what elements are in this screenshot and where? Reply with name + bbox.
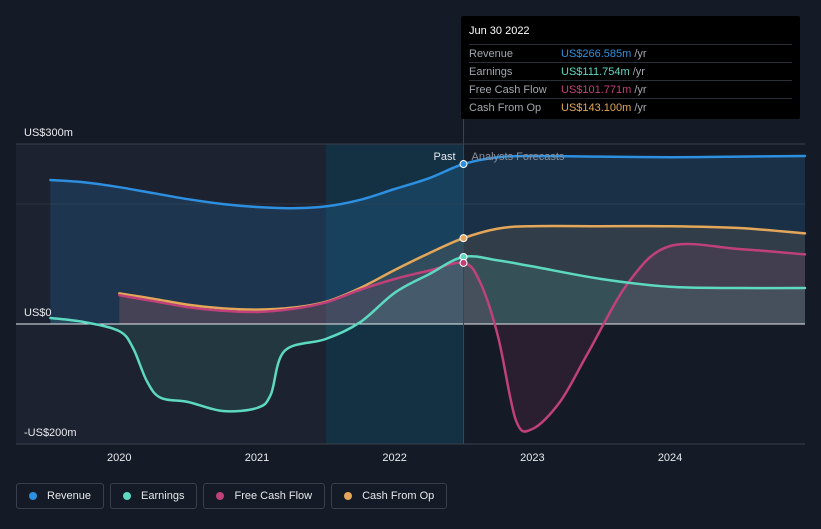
legend-dot-icon bbox=[344, 492, 353, 500]
legend-label: Cash From Op bbox=[362, 490, 435, 502]
x-tick-label: 2020 bbox=[107, 452, 131, 464]
series-area-earnings bbox=[50, 256, 805, 412]
legend-dot-icon bbox=[216, 492, 225, 500]
x-tick-label: 2022 bbox=[382, 452, 406, 464]
y-tick-label: US$300m bbox=[24, 127, 73, 139]
tooltip-row-cash-from-op: Cash From Op US$143.100m /yr bbox=[469, 98, 792, 116]
legend-revenue-button[interactable]: Revenue bbox=[16, 483, 105, 509]
x-tick-label: 2023 bbox=[520, 452, 544, 464]
legend-free-cash-flow-button[interactable]: Free Cash Flow bbox=[203, 483, 326, 509]
tooltip-value: US$143.100m bbox=[561, 101, 632, 114]
legend-dot-icon bbox=[123, 492, 132, 500]
past-label: Past bbox=[433, 151, 455, 163]
series-marker-cash-from-op bbox=[459, 234, 468, 243]
tooltip-row-revenue: Revenue US$266.585m /yr bbox=[469, 44, 792, 62]
legend-dot-icon bbox=[29, 492, 37, 500]
series-line-free-cash-flow bbox=[118, 242, 807, 433]
tooltip-label: Earnings bbox=[469, 65, 513, 78]
data-tooltip: Jun 30 2022 Revenue US$266.585m /yr Earn… bbox=[461, 16, 800, 119]
tooltip-value: US$266.585m bbox=[561, 47, 632, 60]
tooltip-unit: /yr bbox=[632, 65, 645, 78]
series-area-free-cash-flow bbox=[119, 243, 806, 432]
chart-legend: Revenue Earnings Free Cash Flow Cash Fro… bbox=[16, 483, 448, 511]
legend-earnings-button[interactable]: Earnings bbox=[110, 483, 198, 509]
tooltip-value: US$101.771m bbox=[561, 83, 632, 96]
series-marker-free-cash-flow bbox=[459, 258, 468, 267]
legend-cash-from-op-button[interactable]: Cash From Op bbox=[331, 483, 448, 509]
tooltip-unit: /yr bbox=[634, 83, 647, 96]
legend-label: Earnings bbox=[141, 490, 185, 502]
x-tick-label: 2024 bbox=[658, 452, 682, 464]
series-area-cash-from-op bbox=[119, 226, 806, 324]
tooltip-unit: /yr bbox=[634, 101, 647, 114]
legend-label: Free Cash Flow bbox=[234, 490, 313, 502]
series-line-earnings bbox=[49, 255, 807, 413]
y-tick-label: US$0 bbox=[24, 307, 52, 319]
tooltip-row-earnings: Earnings US$111.754m /yr bbox=[469, 62, 792, 80]
tooltip-unit: /yr bbox=[634, 47, 647, 60]
tooltip-row-free-cash-flow: Free Cash Flow US$101.771m /yr bbox=[469, 80, 792, 98]
tooltip-date: Jun 30 2022 bbox=[469, 25, 530, 37]
series-marker-revenue bbox=[459, 160, 468, 169]
y-tick-label: -US$200m bbox=[24, 427, 77, 439]
series-line-cash-from-op bbox=[118, 224, 807, 311]
tooltip-label: Revenue bbox=[469, 47, 514, 60]
x-tick-label: 2021 bbox=[245, 452, 269, 464]
forecast-label: Analysts Forecasts bbox=[472, 151, 565, 163]
tooltip-label: Cash From Op bbox=[469, 101, 542, 114]
series-line-revenue bbox=[49, 154, 807, 210]
legend-label: Revenue bbox=[47, 490, 92, 502]
tooltip-label: Free Cash Flow bbox=[469, 83, 547, 96]
tooltip-value: US$111.754m bbox=[561, 65, 630, 78]
